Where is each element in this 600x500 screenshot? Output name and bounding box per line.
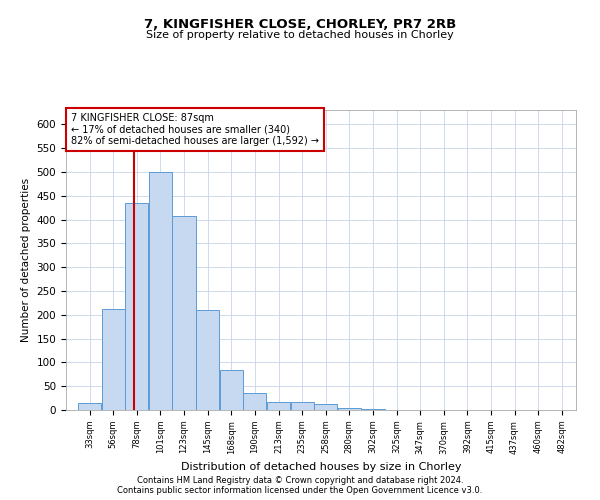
- Bar: [125, 203, 148, 410]
- Text: 7 KINGFISHER CLOSE: 87sqm
← 17% of detached houses are smaller (340)
82% of semi: 7 KINGFISHER CLOSE: 87sqm ← 17% of detac…: [71, 113, 319, 146]
- Bar: [196, 310, 219, 410]
- Text: Contains public sector information licensed under the Open Government Licence v3: Contains public sector information licen…: [118, 486, 482, 495]
- Bar: [338, 408, 361, 410]
- Bar: [314, 404, 337, 410]
- Bar: [290, 402, 314, 410]
- Y-axis label: Number of detached properties: Number of detached properties: [21, 178, 31, 342]
- Bar: [267, 402, 290, 410]
- Bar: [78, 403, 101, 410]
- Bar: [361, 408, 385, 410]
- Text: 7, KINGFISHER CLOSE, CHORLEY, PR7 2RB: 7, KINGFISHER CLOSE, CHORLEY, PR7 2RB: [144, 18, 456, 30]
- X-axis label: Distribution of detached houses by size in Chorley: Distribution of detached houses by size …: [181, 462, 461, 472]
- Bar: [220, 370, 243, 410]
- Text: Size of property relative to detached houses in Chorley: Size of property relative to detached ho…: [146, 30, 454, 40]
- Bar: [149, 172, 172, 410]
- Text: Contains HM Land Registry data © Crown copyright and database right 2024.: Contains HM Land Registry data © Crown c…: [137, 476, 463, 485]
- Bar: [244, 393, 266, 410]
- Bar: [101, 309, 125, 410]
- Bar: [172, 216, 196, 410]
